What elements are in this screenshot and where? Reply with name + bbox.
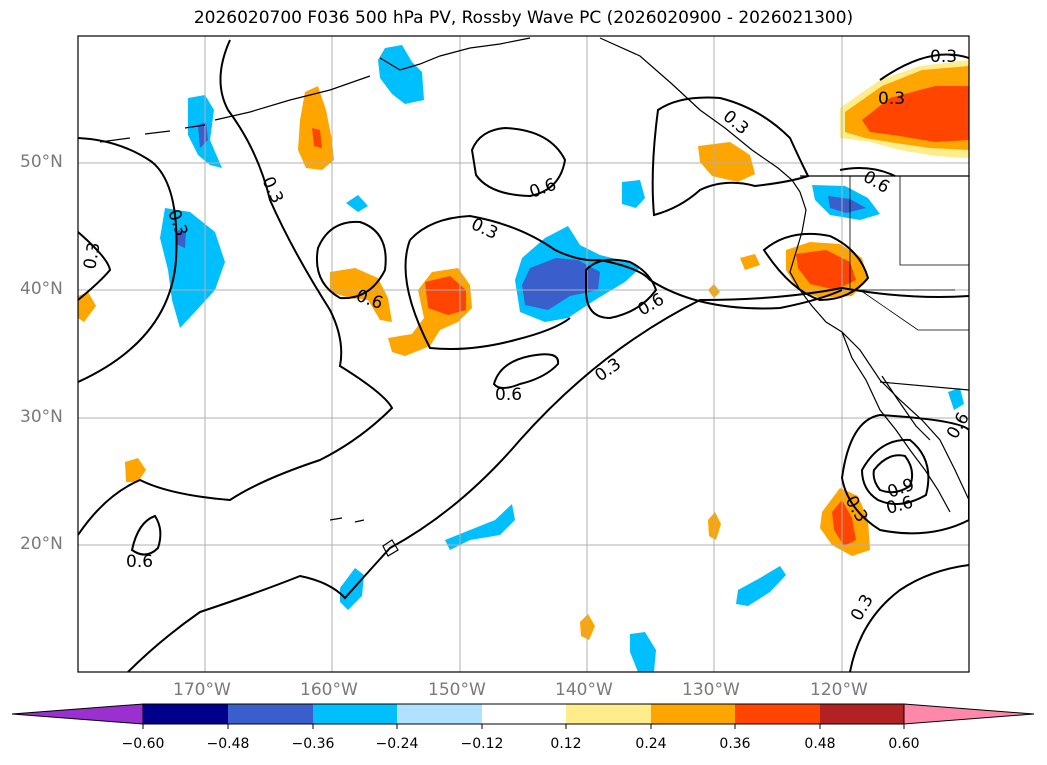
colorbar-tick-label: 0.12	[550, 736, 582, 752]
contour-0.3-main	[78, 39, 394, 536]
contour-0.6-e	[130, 514, 162, 556]
lon-label-130w: 130°W	[682, 680, 740, 700]
anomaly-blue-s4	[630, 632, 656, 672]
colorbar-tick-label: 0.24	[635, 736, 667, 752]
contour-0.3-south	[127, 286, 969, 672]
colorbar-segment	[735, 704, 820, 724]
lat-label-40n: 40°N	[20, 279, 63, 299]
anomaly-blue-coast-core	[828, 196, 866, 213]
anomaly-warm-baja-core	[832, 500, 856, 546]
colorbar-outline	[142, 703, 905, 725]
contour-0.3-center-ring	[840, 413, 969, 535]
colorbar-tick-label: −0.60	[121, 736, 165, 752]
anomaly-warm-hawaii-w	[125, 458, 146, 482]
colorbar-segment	[482, 704, 566, 724]
contour-label: 0.3	[591, 354, 625, 386]
colorbar-tick-label: −0.12	[460, 736, 504, 752]
anomaly-warm-pnw	[698, 142, 755, 182]
anomaly-blue-small1	[346, 195, 368, 212]
colorbar-tick-label: 0.36	[719, 736, 751, 752]
contour-label: 0.3	[468, 214, 501, 244]
colorbar-tick-label: −0.48	[206, 736, 250, 752]
contour-0.9-se	[872, 454, 914, 494]
contour-label: 0.6	[860, 167, 893, 198]
anomaly-warm-2-core	[425, 276, 466, 315]
colorbar-segment	[228, 704, 313, 724]
coast-baja	[841, 331, 951, 513]
anomaly-warm-ne-core	[862, 86, 969, 142]
anomaly-blue-small2	[622, 180, 645, 208]
contour-0.6-a	[470, 126, 567, 198]
contour-0.6-d	[492, 353, 560, 389]
contour-label: 0.3	[930, 47, 957, 67]
contour-0.6-c	[585, 258, 658, 320]
anomaly-warm-nw	[298, 86, 334, 170]
graticule	[78, 36, 969, 672]
colorbar-tick-label: 0.48	[804, 736, 836, 752]
pv-contours	[78, 39, 969, 672]
contour-label: 0.3	[80, 241, 104, 271]
colorbar-tick-label: 0.60	[888, 736, 920, 752]
lon-label-160w: 160°W	[300, 680, 358, 700]
colorbar-extend-max	[903, 703, 1035, 725]
contour-0.6-se	[860, 438, 930, 505]
contour-0.3-west	[78, 231, 112, 301]
colorbar-segment	[820, 704, 904, 724]
anomaly-blue-s3	[736, 566, 786, 606]
map-title: 2026020700 F036 500 hPa PV, Rossby Wave …	[193, 8, 854, 28]
contour-0.3-ne	[879, 53, 969, 81]
anomaly-blue-w2-core	[176, 230, 186, 248]
contour-0.3-inner	[404, 239, 571, 350]
coast-alaska	[214, 37, 531, 121]
colorbar	[11, 703, 1035, 729]
contour-label: 0.6	[495, 385, 522, 405]
pv-anomaly-fills	[78, 45, 969, 672]
lon-label-120w: 120°W	[810, 680, 868, 700]
contour-0.6-ca	[762, 232, 870, 302]
coast-us-west	[789, 191, 969, 501]
contour-0.3-mid	[409, 214, 843, 310]
lat-label-50n: 50°N	[20, 152, 63, 172]
colorbar-segment	[651, 704, 735, 724]
colorbar-tick-label: −0.36	[291, 736, 335, 752]
lat-label-30n: 30°N	[20, 407, 63, 427]
contour-0.3-pnw	[651, 96, 810, 217]
colorbar-extend-min	[11, 703, 144, 725]
lon-label-140w: 140°W	[555, 680, 613, 700]
lat-label-20n: 20°N	[20, 534, 63, 554]
contour-label: 0.6	[635, 289, 668, 320]
colorbar-segment	[313, 704, 397, 724]
anomaly-warm-nw-core	[312, 128, 322, 148]
gulf-of-california	[881, 375, 931, 441]
anomaly-blue-center-core	[522, 258, 600, 310]
lon-label-150w: 150°W	[428, 680, 486, 700]
lon-label-170w: 170°W	[173, 680, 231, 700]
anomaly-warm-ca-core	[796, 250, 856, 290]
contour-label: 0.3	[719, 107, 753, 140]
anomaly-blue-s1	[445, 504, 515, 550]
anomaly-blue-se	[948, 388, 964, 410]
anomaly-warm-small1	[740, 254, 760, 270]
coast-bc	[599, 37, 801, 193]
colorbar-segment	[143, 704, 228, 724]
colorbar-segment	[566, 704, 651, 724]
contour-label: 0.6	[527, 175, 559, 203]
anomaly-blue-alaska	[378, 45, 424, 104]
contour-0.6-ne	[839, 167, 896, 177]
border-us-mexico	[879, 381, 969, 391]
contour-0.3-se	[849, 564, 969, 672]
colorbar-tick-label: −0.24	[375, 736, 419, 752]
contour-0.3-west2	[78, 137, 178, 383]
anomaly-warm-w-edge	[78, 292, 96, 322]
contour-label: 0.3	[847, 591, 878, 624]
contour-label: 0.6	[126, 552, 153, 572]
colorbar-segment	[397, 704, 482, 724]
contour-0.6-b	[316, 220, 387, 300]
map-frame	[77, 35, 970, 673]
contour-label: 0.3	[257, 174, 287, 207]
contour-label: 0.3	[878, 89, 905, 109]
